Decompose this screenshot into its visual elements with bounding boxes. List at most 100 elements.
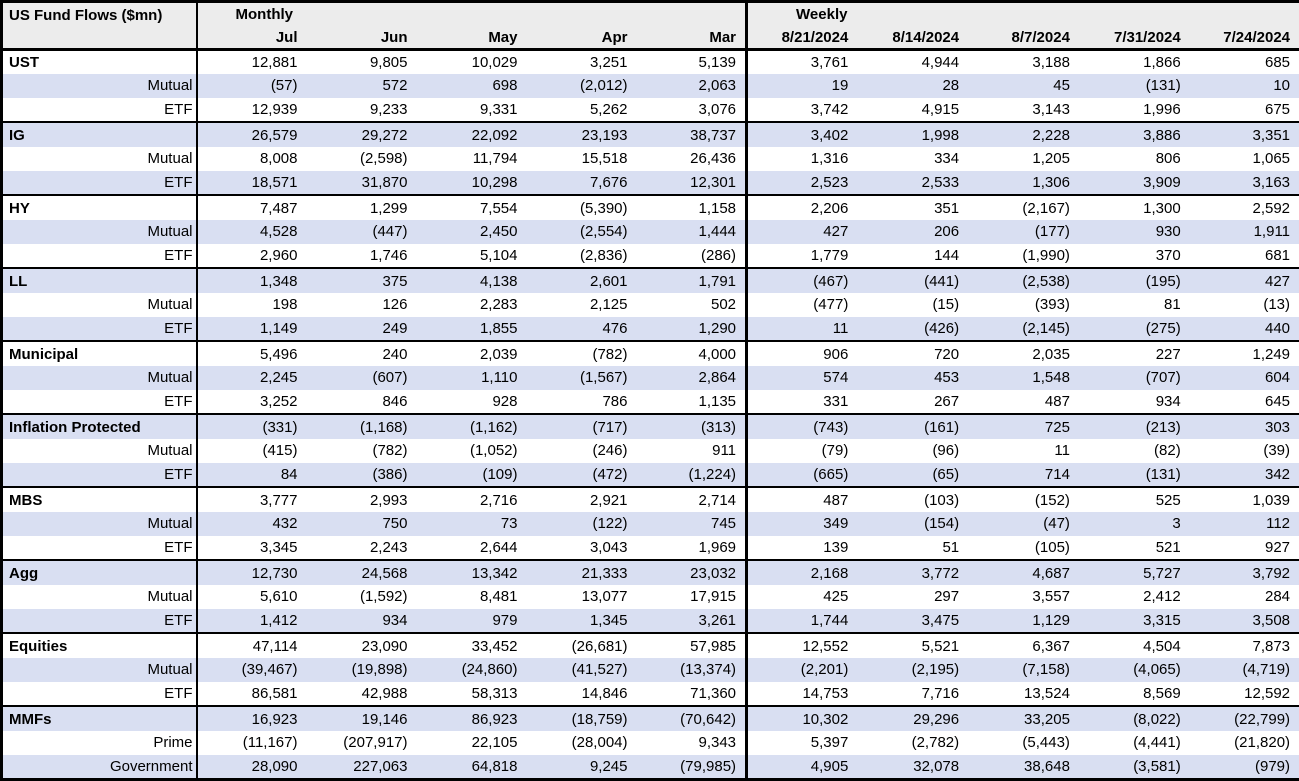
cell-monthly-3: 86,923 [417, 706, 527, 730]
cell-monthly-5: 12,301 [637, 171, 747, 195]
cell-monthly-5: 911 [637, 439, 747, 463]
row-sub-label: ETF [2, 609, 197, 633]
cell-weekly-5: 3,508 [1190, 609, 1299, 633]
row-sub-label: Government [2, 755, 197, 779]
cell-monthly-2: 249 [307, 317, 417, 341]
cell-monthly-4: 5,262 [527, 98, 637, 122]
cell-weekly-4: (131) [1079, 463, 1190, 487]
cell-monthly-1: 5,496 [197, 341, 307, 365]
cell-monthly-4: 786 [527, 390, 637, 414]
cell-monthly-4: 7,676 [527, 171, 637, 195]
cell-weekly-2: (2,782) [857, 731, 968, 755]
cell-weekly-1: 3,402 [747, 122, 858, 146]
row-sub-label: Mutual [2, 293, 197, 317]
column-header-row: Jul Jun May Apr Mar 8/21/2024 8/14/2024 … [2, 27, 1299, 50]
cell-monthly-2: (607) [307, 366, 417, 390]
cell-monthly-3: 64,818 [417, 755, 527, 779]
cell-monthly-1: 3,345 [197, 536, 307, 560]
cell-weekly-2: 720 [857, 341, 968, 365]
cell-weekly-2: 144 [857, 244, 968, 268]
cell-weekly-5: 3,792 [1190, 560, 1299, 584]
cell-monthly-2: (2,598) [307, 147, 417, 171]
row-group-label: MBS [2, 487, 197, 511]
cell-monthly-5: 2,063 [637, 74, 747, 98]
cell-monthly-4: 21,333 [527, 560, 637, 584]
cell-weekly-1: 3,742 [747, 98, 858, 122]
cell-monthly-4: 14,846 [527, 682, 637, 706]
cell-monthly-1: 2,245 [197, 366, 307, 390]
row-group-label: HY [2, 195, 197, 219]
cell-monthly-4: 3,043 [527, 536, 637, 560]
cell-weekly-3: 2,035 [968, 341, 1079, 365]
row-sub-label: Mutual [2, 147, 197, 171]
cell-monthly-2: 1,746 [307, 244, 417, 268]
cell-monthly-4: (28,004) [527, 731, 637, 755]
cell-weekly-1: (2,201) [747, 658, 858, 682]
cell-weekly-1: 139 [747, 536, 858, 560]
cell-weekly-1: 10,302 [747, 706, 858, 730]
cell-weekly-1: 11 [747, 317, 858, 341]
row-group-label: Equities [2, 633, 197, 657]
cell-monthly-3: (1,052) [417, 439, 527, 463]
cell-monthly-3: 1,110 [417, 366, 527, 390]
cell-weekly-5: (39) [1190, 439, 1299, 463]
cell-monthly-5: 9,343 [637, 731, 747, 755]
cell-monthly-4: 13,077 [527, 585, 637, 609]
cell-weekly-2: 351 [857, 195, 968, 219]
cell-weekly-3: 487 [968, 390, 1079, 414]
row-group-label: Agg [2, 560, 197, 584]
cell-monthly-5: 3,076 [637, 98, 747, 122]
cell-monthly-1: (39,467) [197, 658, 307, 682]
row-sub-label: ETF [2, 171, 197, 195]
col-header-mar: Mar [637, 27, 747, 50]
cell-monthly-5: 1,135 [637, 390, 747, 414]
cell-monthly-1: 12,939 [197, 98, 307, 122]
cell-weekly-3: 3,557 [968, 585, 1079, 609]
row-group-label: MMFs [2, 706, 197, 730]
cell-weekly-2: 3,772 [857, 560, 968, 584]
cell-monthly-4: (246) [527, 439, 637, 463]
cell-weekly-3: 1,548 [968, 366, 1079, 390]
cell-weekly-2: 3,475 [857, 609, 968, 633]
cell-monthly-4: (782) [527, 341, 637, 365]
row-group-label: UST [2, 50, 197, 74]
cell-weekly-1: 19 [747, 74, 858, 98]
row-sub-label: ETF [2, 463, 197, 487]
cell-monthly-2: 2,993 [307, 487, 417, 511]
cell-weekly-4: 2,412 [1079, 585, 1190, 609]
cell-monthly-4: 476 [527, 317, 637, 341]
cell-monthly-3: 73 [417, 512, 527, 536]
cell-weekly-3: 11 [968, 439, 1079, 463]
cell-weekly-4: (707) [1079, 366, 1190, 390]
row-sub-label: Mutual [2, 658, 197, 682]
cell-monthly-5: 502 [637, 293, 747, 317]
cell-weekly-4: 81 [1079, 293, 1190, 317]
cell-monthly-1: 3,252 [197, 390, 307, 414]
cell-monthly-2: (447) [307, 220, 417, 244]
cell-weekly-2: (103) [857, 487, 968, 511]
cell-monthly-4: 2,601 [527, 268, 637, 292]
cell-monthly-5: (286) [637, 244, 747, 268]
cell-weekly-4: (4,441) [1079, 731, 1190, 755]
cell-monthly-4: (41,527) [527, 658, 637, 682]
row-group-label: IG [2, 122, 197, 146]
cell-weekly-2: (441) [857, 268, 968, 292]
cell-weekly-2: (426) [857, 317, 968, 341]
cell-weekly-2: 29,296 [857, 706, 968, 730]
cell-monthly-3: 22,092 [417, 122, 527, 146]
col-header-week-5: 7/24/2024 [1190, 27, 1299, 50]
cell-monthly-5: 57,985 [637, 633, 747, 657]
cell-monthly-2: 23,090 [307, 633, 417, 657]
monthly-section-label: Monthly [197, 2, 747, 27]
cell-weekly-5: 12,592 [1190, 682, 1299, 706]
cell-weekly-4: 1,300 [1079, 195, 1190, 219]
cell-weekly-1: 331 [747, 390, 858, 414]
